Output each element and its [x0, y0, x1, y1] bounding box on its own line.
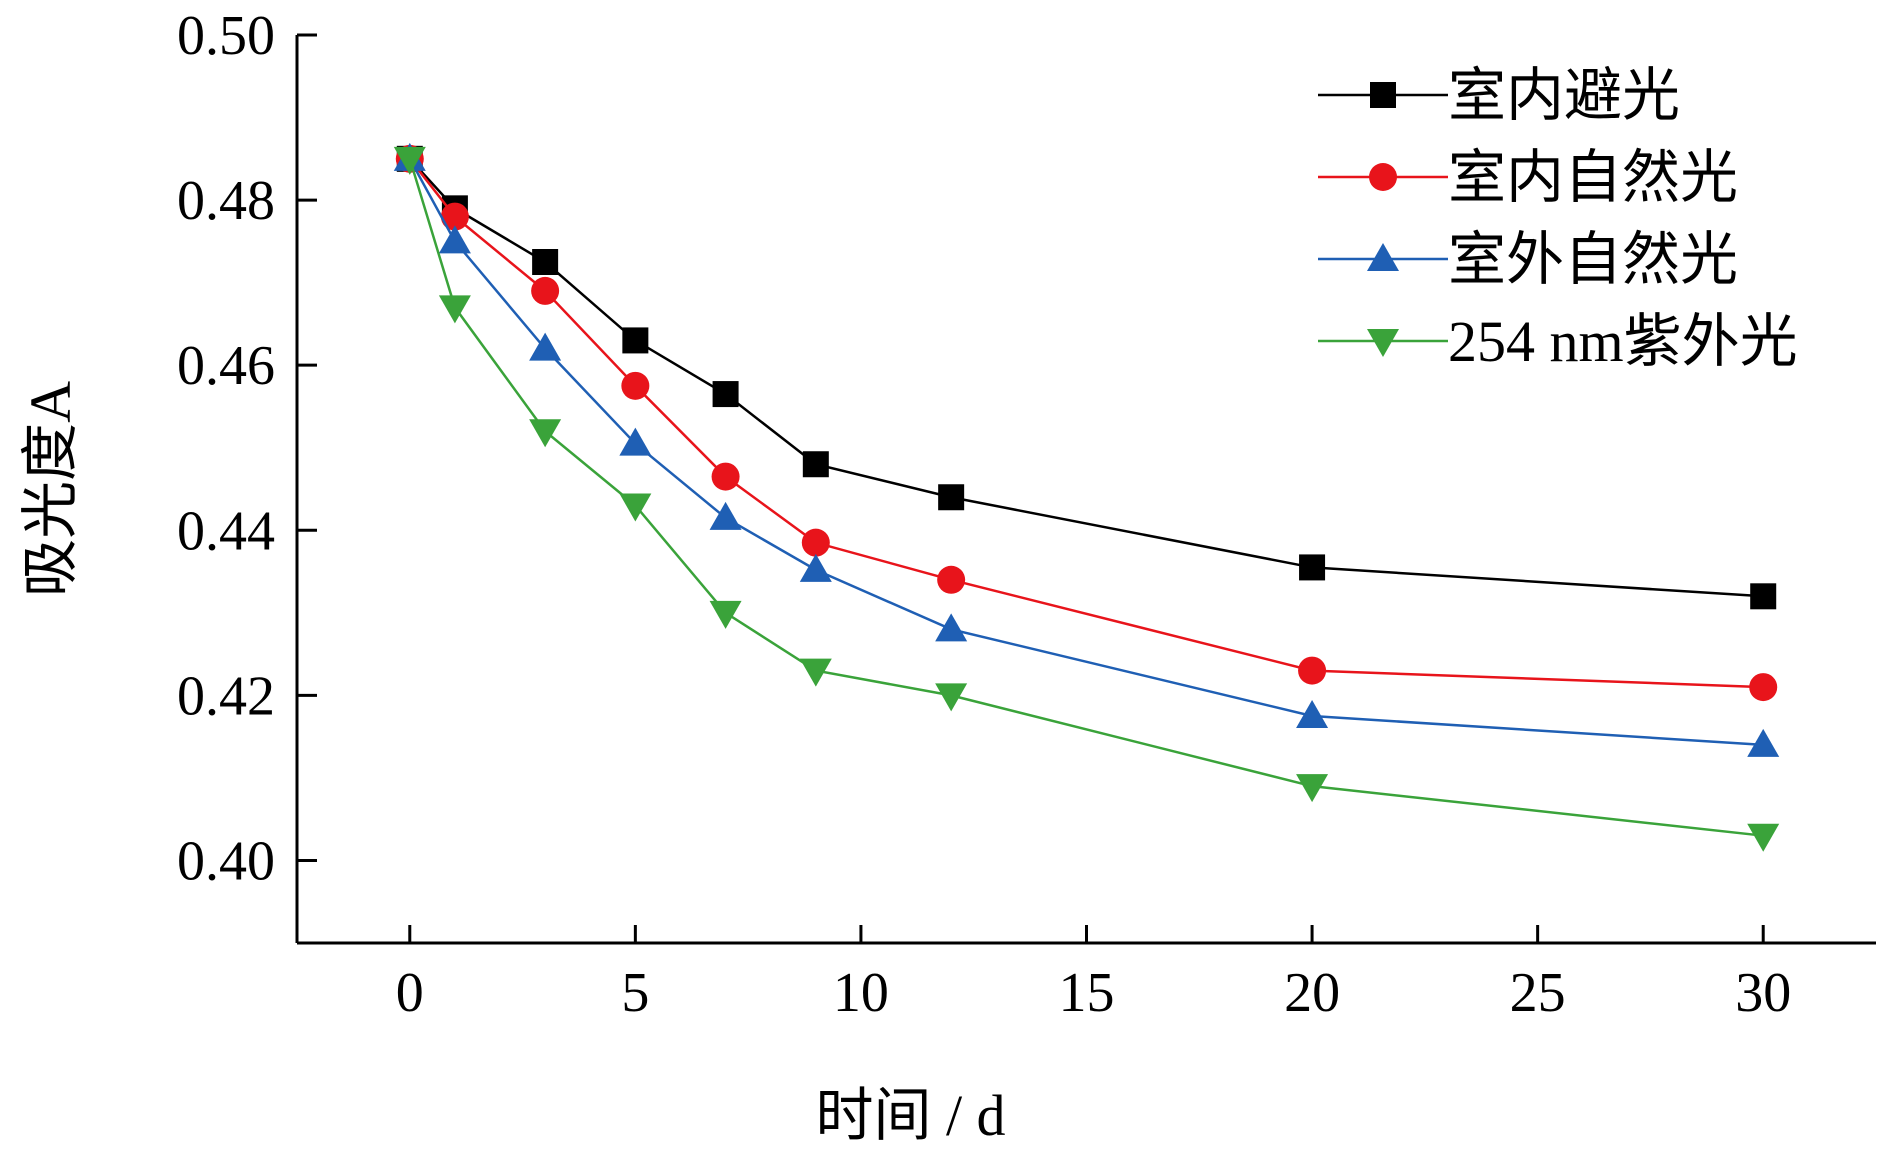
legend-item: 254 nm紫外光 [1318, 309, 1798, 374]
data-point [619, 493, 652, 522]
data-point [532, 249, 559, 275]
data-point [438, 225, 471, 254]
data-point [393, 146, 426, 175]
x-tick-label: 20 [1284, 962, 1340, 1024]
data-point [1296, 774, 1329, 803]
data-point [529, 332, 562, 361]
data-point [937, 565, 966, 594]
data-point [619, 427, 652, 456]
data-point [1749, 673, 1778, 702]
y-tick-label: 0.50 [177, 5, 275, 67]
x-tick-label: 30 [1735, 962, 1791, 1024]
legend-label: 室外自然光 [1448, 227, 1738, 292]
data-point [802, 451, 829, 478]
data-point [529, 419, 562, 448]
data-point [1296, 700, 1329, 728]
x-tick-label: 5 [621, 962, 649, 1024]
data-point [1750, 583, 1777, 610]
data-point [935, 683, 968, 712]
data-point [438, 295, 471, 324]
x-tick-label: 10 [833, 962, 889, 1024]
data-point [1298, 656, 1327, 685]
legend-label: 室内避光 [1448, 63, 1680, 128]
data-point [799, 658, 832, 687]
data-point [440, 202, 469, 231]
data-point [801, 528, 830, 557]
data-point [935, 613, 968, 642]
legend-marker [1369, 163, 1397, 191]
data-point [1747, 728, 1780, 757]
legend-item: 室外自然光 [1318, 227, 1738, 292]
x-tick-label: 25 [1510, 962, 1566, 1024]
data-point [621, 371, 650, 400]
y-tick-label: 0.46 [177, 335, 275, 397]
data-point [938, 484, 965, 511]
data-point [531, 276, 560, 305]
legend-label: 室内自然光 [1448, 145, 1738, 210]
data-point [709, 600, 742, 629]
x-axis-title: 时间 / d [815, 1083, 1005, 1148]
y-axis-title: 吸光度A [18, 381, 83, 597]
legend-item: 室内自然光 [1318, 145, 1738, 210]
series-4 [393, 146, 1780, 852]
series-layer [393, 142, 1780, 852]
axes: 0.40 0.42 0.44 0.46 0.48 0.50 0 5 10 15 20 25 30 [177, 5, 1876, 1024]
data-point [799, 553, 832, 582]
legend-label: 254 nm紫外光 [1448, 309, 1798, 374]
data-point [1299, 554, 1326, 581]
data-point [711, 462, 740, 491]
y-tick-label: 0.40 [177, 830, 275, 892]
y-tick-label: 0.48 [177, 170, 275, 232]
series-1 [396, 145, 1777, 610]
data-point [622, 327, 649, 354]
x-tick-label: 15 [1059, 962, 1115, 1024]
legend-marker [1370, 82, 1396, 108]
legend-marker [1367, 243, 1399, 271]
legend-item: 室内避光 [1318, 63, 1680, 128]
series-line [408, 157, 1764, 598]
x-tick-label: 0 [396, 962, 424, 1024]
data-point [1747, 823, 1780, 852]
data-point [709, 501, 742, 530]
legend-marker [1367, 329, 1399, 357]
y-tick-label: 0.44 [177, 500, 275, 562]
data-point [712, 381, 739, 408]
y-tick-label: 0.42 [177, 665, 275, 727]
